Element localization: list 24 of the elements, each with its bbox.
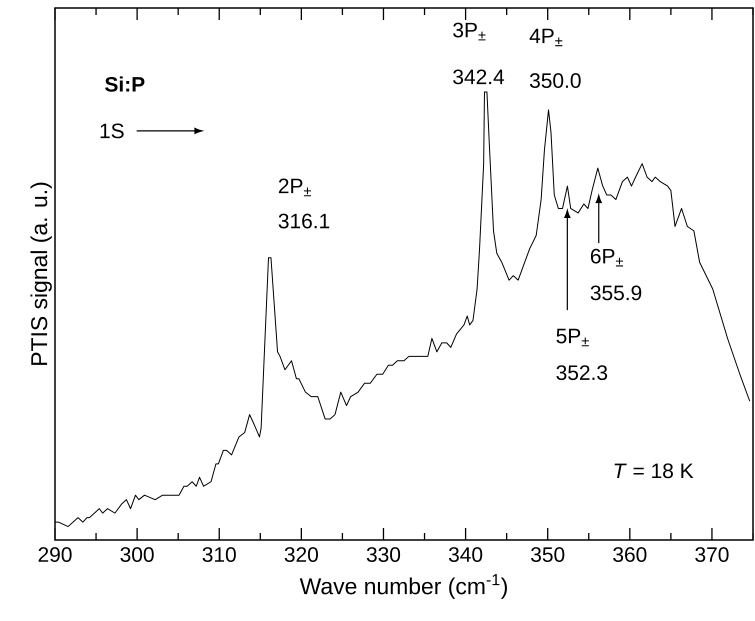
- annotation: 2P$_{±}$: [278, 178, 312, 196]
- x-tick-label: 370: [695, 547, 729, 562]
- x-tick-label: 360: [613, 547, 646, 562]
- text: 4P$_{±}$: [530, 28, 562, 46]
- text: 342.4: [453, 69, 504, 84]
- text: 3P$_{±}$: [453, 22, 486, 40]
- x-axis-title: Wave number (cm$^{-1}$): [300, 574, 507, 599]
- x-tick-label: 300: [120, 547, 154, 562]
- x-tick-label: 330: [366, 547, 400, 562]
- text: Si:P: [105, 76, 144, 92]
- x-tick-label: 350: [531, 547, 564, 562]
- annotation: 5P$_{±}$: [556, 328, 589, 346]
- x-tick-label: 290: [38, 547, 72, 562]
- annotation: 355.9: [590, 285, 642, 300]
- annotation: 6P$_{±}$: [590, 248, 624, 266]
- x-tick-label: 340: [448, 547, 482, 562]
- annotation: 1S: [100, 123, 124, 138]
- y-axis-title: PTIS signal (a. u.): [30, 182, 52, 365]
- x-tick-label: 320: [284, 547, 318, 562]
- annotation: 316.1: [278, 214, 330, 228]
- annotation: 352.3: [556, 365, 608, 380]
- x-tick-label: 310: [202, 547, 236, 562]
- annotation: T = 18 K: [614, 463, 694, 478]
- text: 350.0: [530, 73, 581, 88]
